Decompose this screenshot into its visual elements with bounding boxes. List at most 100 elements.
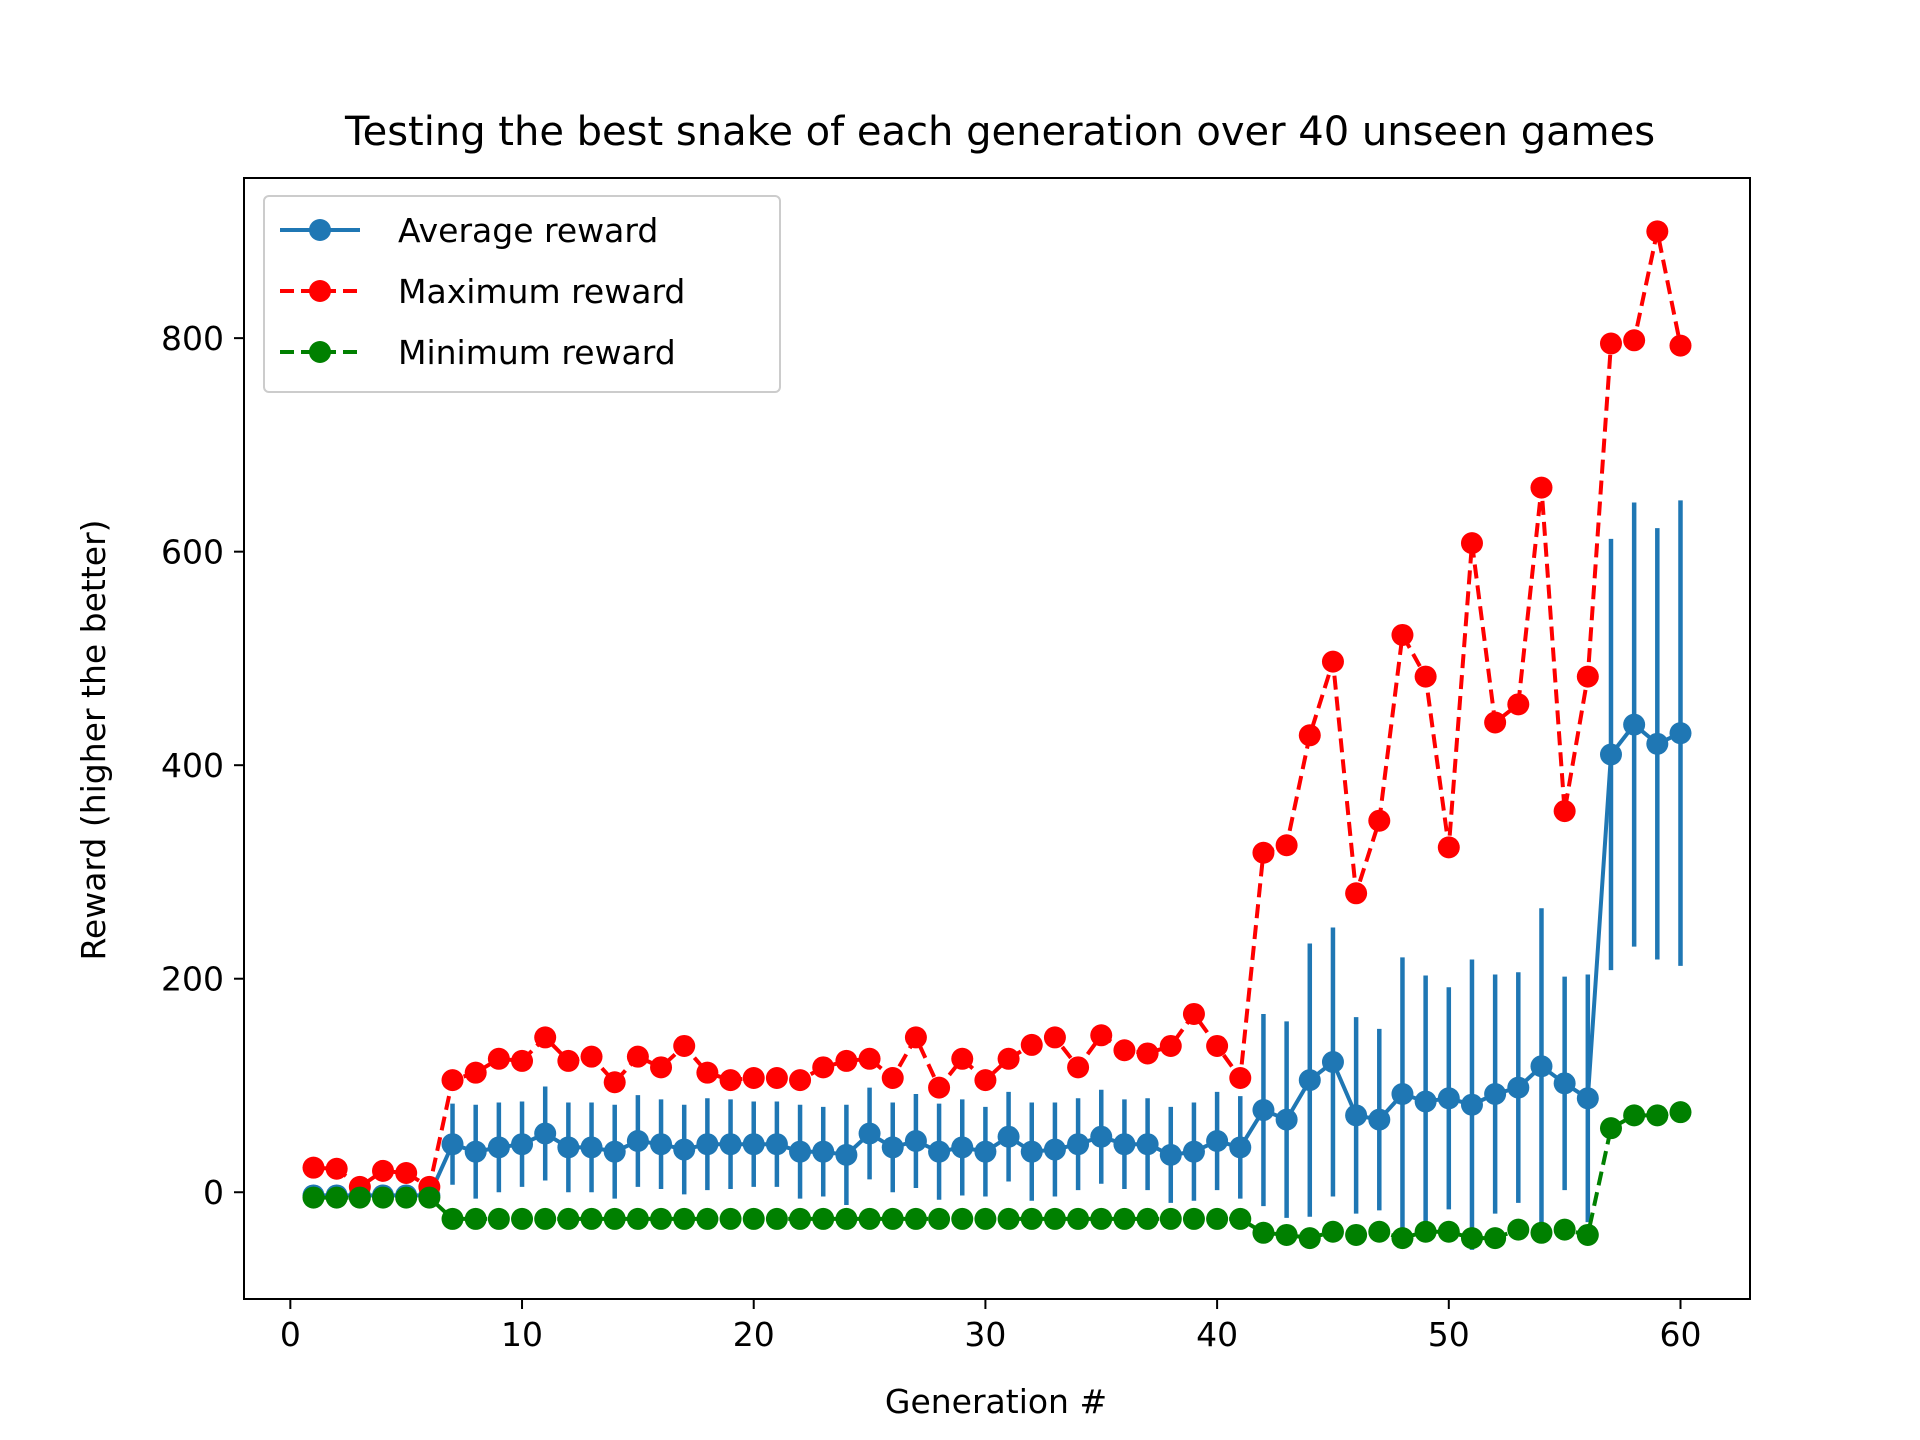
y-tick-label: 600 — [161, 533, 224, 572]
data-point-1 — [1020, 1033, 1043, 1056]
data-point-2 — [1136, 1207, 1159, 1230]
legend-label: Maximum reward — [398, 272, 685, 311]
y-tick-label: 400 — [161, 746, 224, 785]
data-point-2 — [1437, 1220, 1460, 1243]
data-point-1 — [487, 1047, 510, 1070]
legend: Average reward Maximum reward Minimum rewa… — [263, 195, 781, 393]
data-point-2 — [395, 1186, 418, 1209]
data-point-0 — [1437, 1087, 1460, 1110]
data-point-2 — [1507, 1218, 1530, 1241]
data-point-0 — [812, 1140, 835, 1163]
data-point-2 — [1646, 1104, 1669, 1127]
data-point-2 — [765, 1207, 788, 1230]
y-tick-label: 200 — [161, 960, 224, 999]
data-point-1 — [1460, 532, 1483, 555]
data-point-2 — [626, 1207, 649, 1230]
data-point-1 — [1437, 836, 1460, 859]
data-point-2 — [1345, 1223, 1368, 1246]
data-point-2 — [835, 1207, 858, 1230]
data-point-2 — [858, 1207, 881, 1230]
data-point-2 — [348, 1186, 371, 1209]
data-point-1 — [1252, 841, 1275, 864]
data-point-1 — [1391, 623, 1414, 646]
data-point-1 — [928, 1076, 951, 1099]
data-point-1 — [1553, 800, 1576, 823]
data-point-0 — [951, 1136, 974, 1159]
data-point-1 — [441, 1069, 464, 1092]
data-point-2 — [1252, 1221, 1275, 1244]
data-point-1 — [974, 1069, 997, 1092]
data-point-1 — [1090, 1024, 1113, 1047]
data-point-0 — [1252, 1099, 1275, 1122]
data-point-1 — [626, 1045, 649, 1068]
series-line-0 — [313, 721, 1682, 1198]
data-point-2 — [302, 1186, 325, 1209]
data-point-0 — [1646, 732, 1669, 755]
legend-label: Average reward — [398, 211, 658, 250]
data-point-1 — [534, 1026, 557, 1049]
data-point-1 — [673, 1034, 696, 1057]
data-point-0 — [1368, 1108, 1391, 1131]
data-point-2 — [696, 1207, 719, 1230]
x-tick-label: 10 — [501, 1315, 543, 1354]
data-point-2 — [557, 1207, 580, 1230]
data-point-0 — [1136, 1133, 1159, 1156]
data-point-0 — [534, 1122, 557, 1145]
data-point-0 — [1460, 1093, 1483, 1116]
data-point-1 — [742, 1067, 765, 1090]
legend-marker — [309, 280, 331, 302]
x-tick-label: 40 — [1196, 1315, 1238, 1354]
data-point-2 — [742, 1207, 765, 1230]
data-point-2 — [812, 1207, 835, 1230]
data-point-0 — [1020, 1140, 1043, 1163]
data-point-1 — [1182, 1002, 1205, 1025]
data-point-2 — [1414, 1220, 1437, 1243]
data-point-1 — [881, 1067, 904, 1090]
data-point-2 — [974, 1207, 997, 1230]
data-point-2 — [1530, 1221, 1553, 1244]
data-point-1 — [580, 1045, 603, 1068]
data-point-1 — [1368, 809, 1391, 832]
data-point-1 — [395, 1162, 418, 1185]
data-point-0 — [1298, 1069, 1321, 1092]
data-point-2 — [789, 1207, 812, 1230]
x-axis-label: Generation # — [885, 1382, 1107, 1421]
y-axis-label: Reward (higher the better) — [74, 519, 113, 960]
data-point-2 — [1298, 1227, 1321, 1250]
data-point-1 — [1530, 476, 1553, 499]
data-point-2 — [951, 1207, 974, 1230]
data-point-2 — [1090, 1207, 1113, 1230]
data-point-1 — [696, 1061, 719, 1084]
data-point-1 — [1414, 665, 1437, 688]
data-point-2 — [1484, 1227, 1507, 1250]
data-point-1 — [1507, 693, 1530, 716]
data-point-0 — [464, 1140, 487, 1163]
data-point-1 — [1669, 334, 1692, 357]
data-point-0 — [1275, 1108, 1298, 1131]
data-point-2 — [1576, 1223, 1599, 1246]
data-point-1 — [464, 1061, 487, 1084]
y-tick-label: 800 — [161, 319, 224, 358]
data-point-2 — [1368, 1220, 1391, 1243]
data-point-2 — [650, 1207, 673, 1230]
data-point-0 — [1159, 1143, 1182, 1166]
data-point-1 — [1136, 1042, 1159, 1065]
data-point-1 — [789, 1069, 812, 1092]
data-point-0 — [765, 1133, 788, 1156]
data-point-0 — [1553, 1072, 1576, 1095]
data-point-2 — [1599, 1117, 1622, 1140]
data-point-0 — [858, 1122, 881, 1145]
data-point-2 — [441, 1207, 464, 1230]
data-point-0 — [673, 1138, 696, 1161]
data-point-1 — [650, 1056, 673, 1079]
data-point-1 — [557, 1049, 580, 1072]
data-point-0 — [626, 1129, 649, 1152]
data-point-1 — [1599, 332, 1622, 355]
data-point-2 — [511, 1207, 534, 1230]
x-tick-label: 0 — [280, 1315, 301, 1354]
data-point-0 — [1599, 743, 1622, 766]
plot-frame — [243, 177, 1751, 1300]
data-point-2 — [534, 1207, 557, 1230]
data-point-0 — [835, 1143, 858, 1166]
data-point-1 — [904, 1026, 927, 1049]
